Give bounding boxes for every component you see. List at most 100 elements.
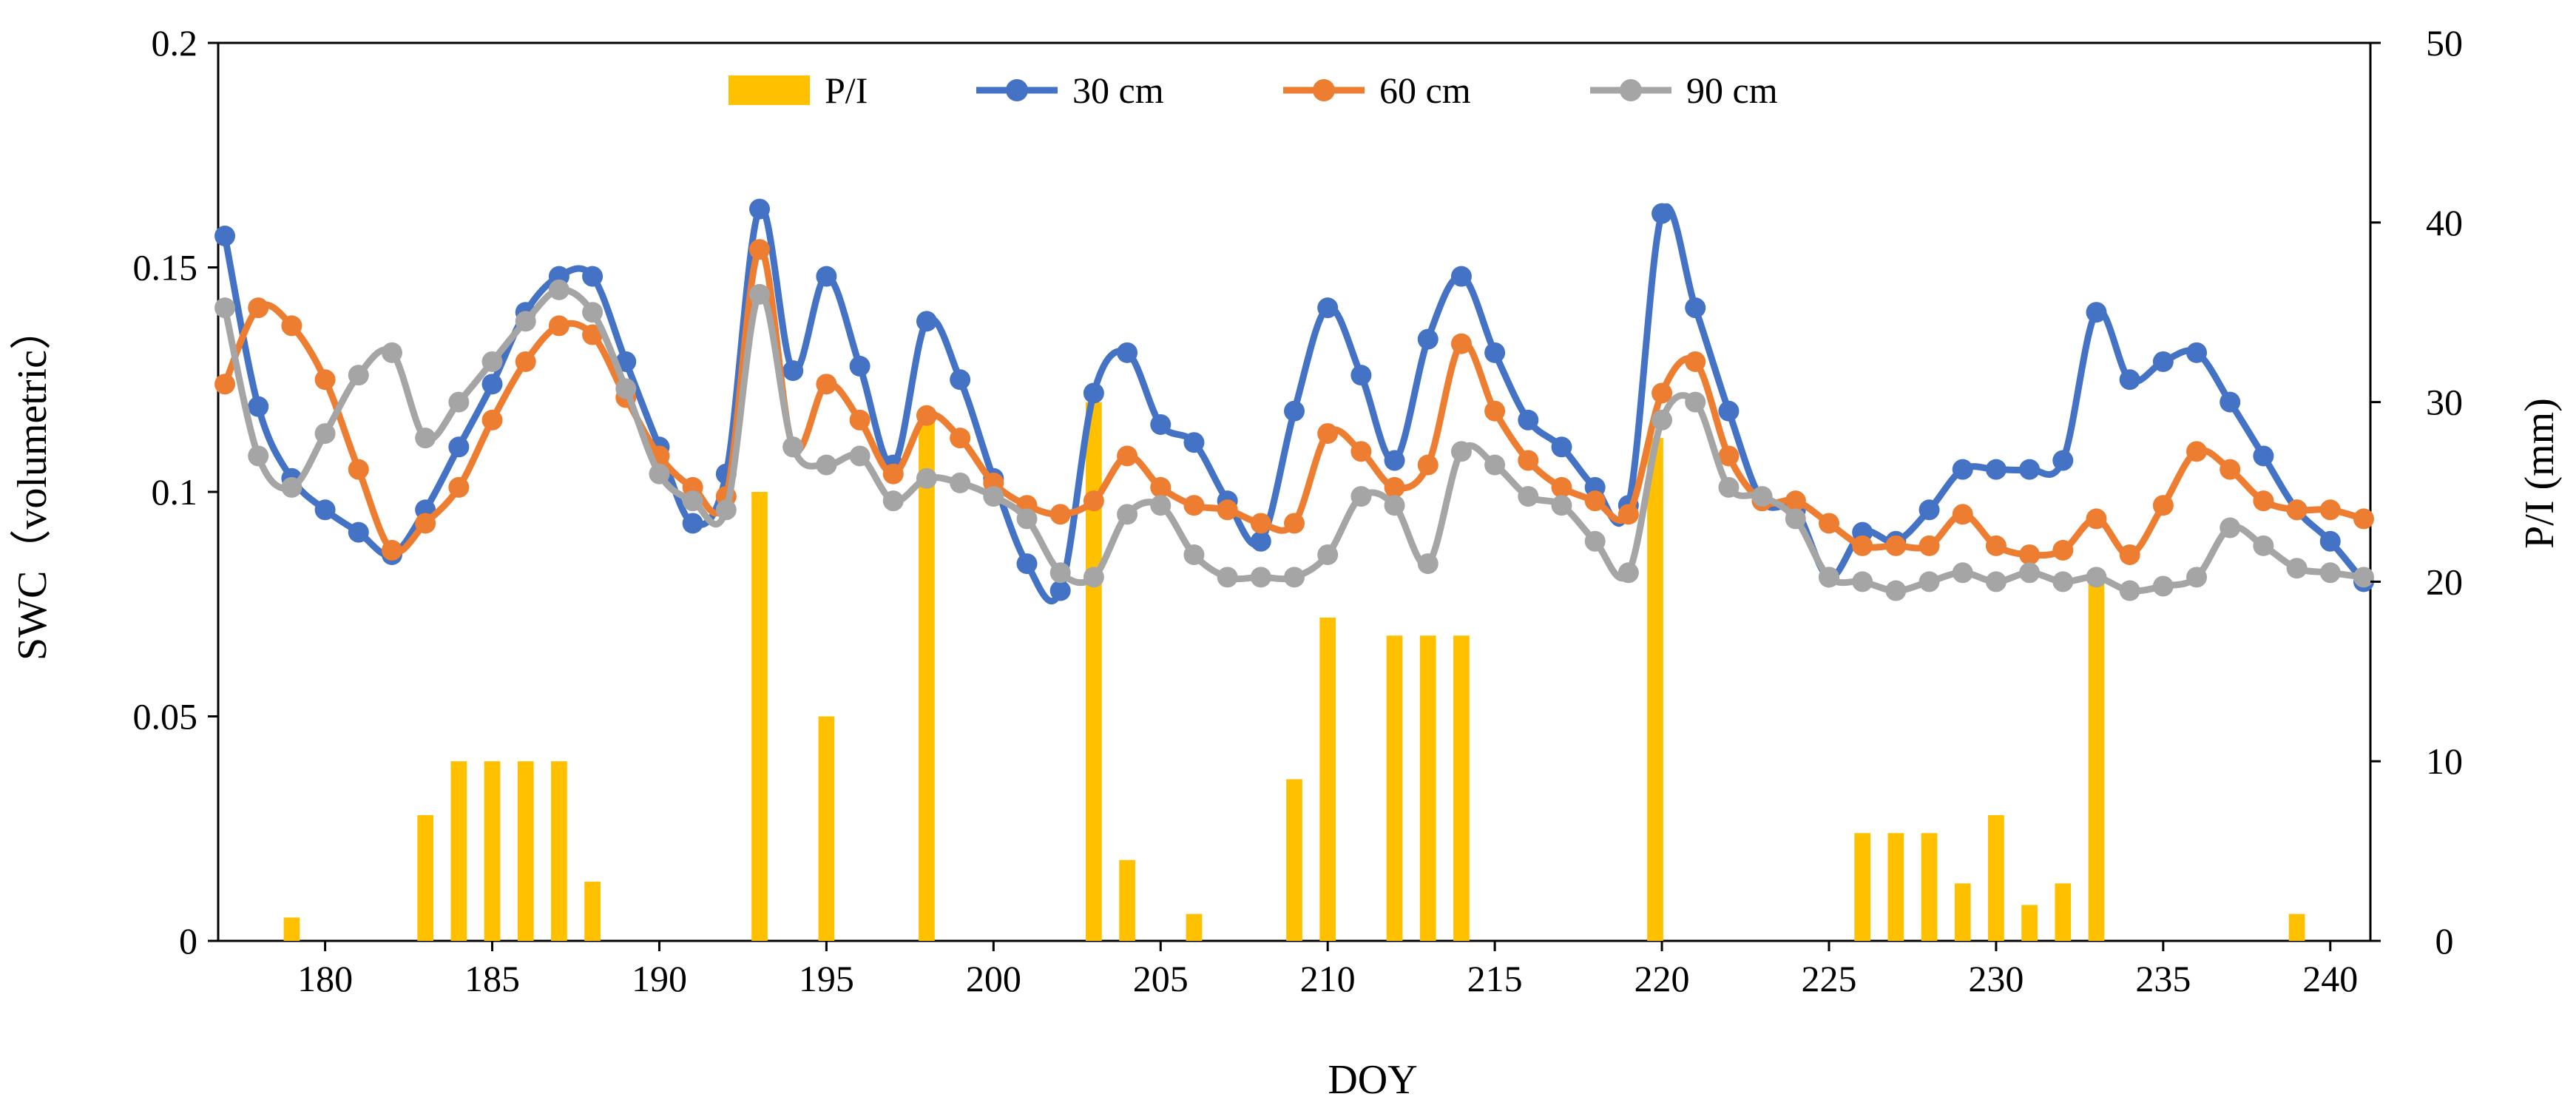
series-point-60-cm — [1952, 504, 1973, 525]
precipitation-bar — [1887, 833, 1904, 941]
series-point-30-cm — [448, 436, 470, 458]
series-point-90-cm — [2186, 567, 2208, 588]
legend-label-30-cm: 30 cm — [1072, 70, 1164, 111]
y-left-tick-label: 0.2 — [152, 22, 198, 64]
series-point-60-cm — [1417, 454, 1439, 476]
series-point-30-cm — [2253, 445, 2274, 467]
series-point-60-cm — [950, 428, 971, 449]
series-point-60-cm — [1350, 441, 1372, 462]
x-tick-label: 185 — [464, 958, 520, 999]
series-point-60-cm — [1718, 445, 1740, 467]
series-point-90-cm — [715, 499, 737, 521]
series-point-90-cm — [749, 283, 771, 305]
series-point-90-cm — [1952, 562, 1973, 584]
series-point-90-cm — [281, 476, 302, 498]
series-point-30-cm — [682, 513, 703, 534]
series-point-30-cm — [1150, 413, 1172, 435]
precipitation-bar — [1086, 402, 1102, 941]
series-point-60-cm — [1284, 513, 1305, 534]
precipitation-bar — [1854, 833, 1871, 941]
y-right-tick-label: 0 — [2435, 920, 2454, 962]
series-point-30-cm — [2220, 391, 2241, 413]
series-point-30-cm — [582, 266, 604, 287]
series-point-30-cm — [1350, 365, 1372, 386]
series-point-60-cm — [448, 476, 470, 498]
series-point-60-cm — [1217, 499, 1238, 521]
series-point-60-cm — [548, 315, 569, 337]
swc-series-lines — [214, 198, 2374, 605]
precipitation-bar — [1453, 635, 1470, 941]
series-point-60-cm — [916, 405, 937, 426]
series-point-30-cm — [1652, 203, 1673, 224]
series-point-60-cm — [1317, 423, 1339, 445]
series-point-60-cm — [2220, 459, 2241, 480]
series-point-90-cm — [1117, 504, 1138, 525]
series-point-30-cm — [950, 369, 971, 391]
series-point-30-cm — [816, 266, 837, 287]
series-point-90-cm — [1985, 571, 2007, 592]
x-tick-label: 220 — [1634, 958, 1690, 999]
series-point-90-cm — [649, 463, 670, 484]
series-point-90-cm — [2086, 567, 2107, 588]
precipitation-bar — [517, 761, 534, 941]
series-point-60-cm — [481, 409, 503, 430]
series-point-90-cm — [2253, 535, 2274, 556]
series-point-60-cm — [1852, 535, 1873, 556]
series-point-90-cm — [1384, 495, 1405, 516]
series-point-60-cm — [2353, 508, 2374, 530]
x-tick-label: 195 — [799, 958, 854, 999]
series-point-90-cm — [615, 378, 637, 399]
precipitation-bar — [751, 492, 768, 941]
series-point-90-cm — [1751, 486, 1773, 507]
series-point-60-cm — [1919, 535, 1940, 556]
legend-label-p-i: P/I — [825, 70, 868, 111]
legend-swatch-marker-60-cm — [1313, 79, 1335, 101]
series-point-60-cm — [849, 409, 871, 430]
series-point-90-cm — [2220, 517, 2241, 538]
y-left-tick-label: 0.1 — [152, 471, 198, 513]
series-point-30-cm — [1551, 436, 1572, 458]
series-point-60-cm — [816, 374, 837, 395]
series-point-90-cm — [1317, 544, 1339, 565]
series-point-90-cm — [1217, 567, 1238, 588]
series-point-90-cm — [1919, 571, 1940, 592]
x-axis-title: DOY — [1328, 1057, 1417, 1103]
y-right-tick-label: 50 — [2426, 22, 2463, 64]
series-point-90-cm — [1250, 567, 1271, 588]
series-point-30-cm — [2019, 459, 2041, 480]
series-point-90-cm — [2152, 575, 2174, 597]
series-point-30-cm — [1049, 580, 1071, 601]
series-point-60-cm — [1450, 333, 1472, 354]
precipitation-bar — [1647, 438, 1663, 941]
y-right-tick-label: 10 — [2426, 740, 2463, 782]
precipitation-bar — [1954, 883, 1971, 941]
series-point-30-cm — [1284, 400, 1305, 422]
series-point-90-cm — [1350, 486, 1372, 507]
series-point-90-cm — [1685, 391, 1706, 413]
series-point-90-cm — [415, 428, 436, 449]
series-point-30-cm — [1484, 342, 1506, 363]
series-point-30-cm — [1919, 499, 1940, 521]
x-tick-label: 230 — [1968, 958, 2024, 999]
series-point-60-cm — [1150, 476, 1172, 498]
series-point-60-cm — [348, 459, 369, 480]
series-point-90-cm — [1417, 553, 1439, 575]
series-point-90-cm — [816, 454, 837, 476]
precipitation-bar — [1119, 860, 1135, 941]
x-tick-label: 210 — [1300, 958, 1356, 999]
y-left-tick-label: 0.05 — [133, 696, 198, 737]
series-point-60-cm — [1250, 513, 1271, 534]
precipitation-bar — [584, 881, 601, 941]
series-point-60-cm — [381, 539, 402, 561]
series-point-30-cm — [1384, 450, 1405, 471]
precipitation-bar — [1186, 914, 1203, 941]
x-tick-label: 190 — [632, 958, 687, 999]
series-point-90-cm — [1484, 454, 1506, 476]
precipitation-bar — [484, 761, 501, 941]
precipitation-bar — [2021, 905, 2038, 941]
series-point-30-cm — [1117, 342, 1138, 363]
y-right-axis-title: P/I (mm) — [2517, 398, 2563, 549]
series-point-90-cm — [1652, 409, 1673, 430]
